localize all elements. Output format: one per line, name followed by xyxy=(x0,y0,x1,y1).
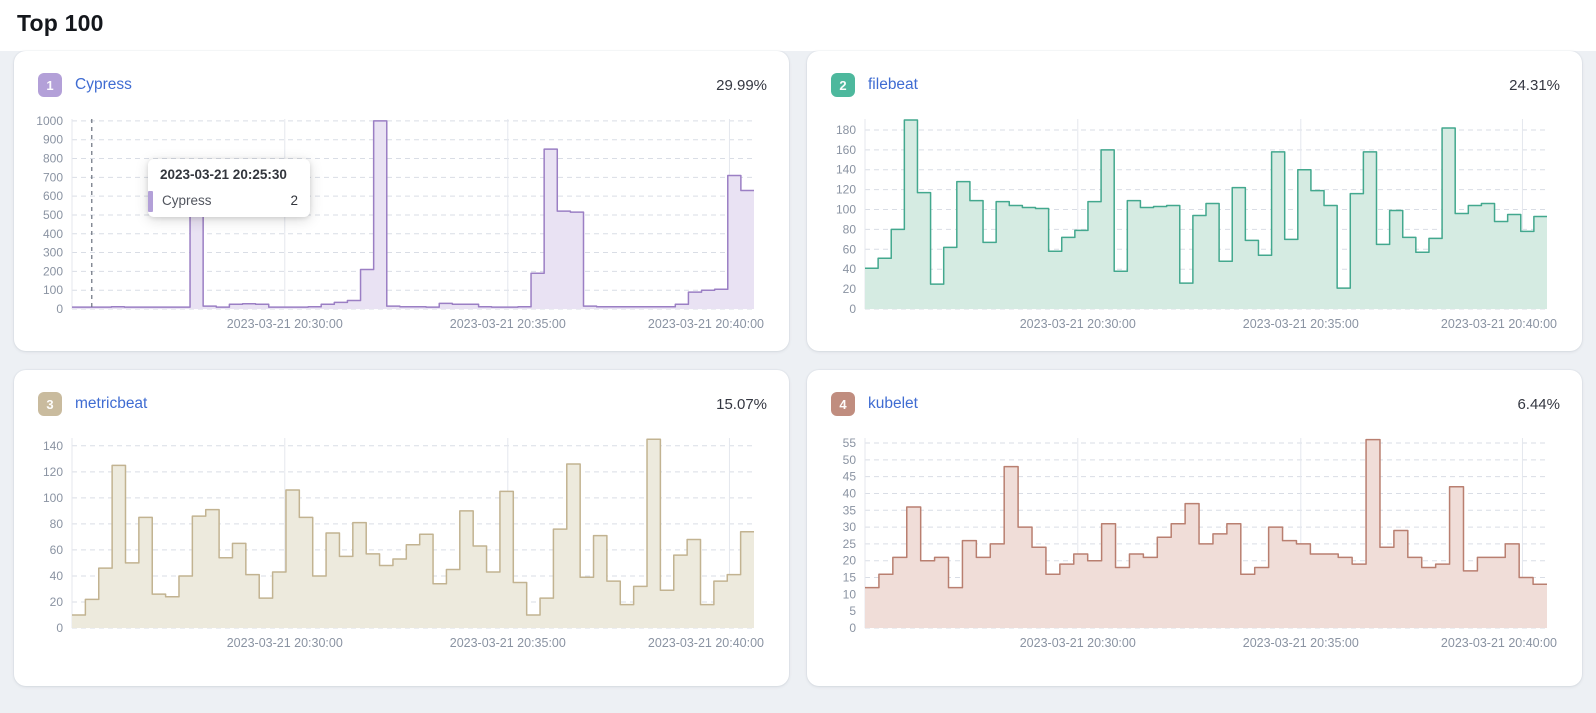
card-header: 3 metricbeat 15.07% xyxy=(26,382,777,428)
area-chart-kubelet[interactable]: 0 5 10 15 20 25 30 35 40 45 50 55 2023-03-21 20:30:0… xyxy=(819,430,1559,656)
svg-text:700: 700 xyxy=(43,170,63,184)
svg-text:45: 45 xyxy=(843,470,857,484)
chart-card-kubelet: 4 kubelet 6.44% 0 5 10 15 20 25 30 35 40 45 50 55 20… xyxy=(807,370,1582,686)
svg-text:900: 900 xyxy=(43,133,63,147)
svg-text:2023-03-21 20:35:00: 2023-03-21 20:35:00 xyxy=(1243,636,1359,650)
percent-value: 6.44% xyxy=(1517,395,1560,413)
series-link-cypress[interactable]: Cypress xyxy=(75,76,132,93)
percent-value: 29.99% xyxy=(716,76,767,94)
chart-tooltip: 2023-03-21 20:25:30 Cypress 2 xyxy=(148,159,310,217)
svg-text:2023-03-21 20:30:00: 2023-03-21 20:30:00 xyxy=(1020,317,1136,331)
svg-text:200: 200 xyxy=(43,264,63,278)
tooltip-series-name: Cypress xyxy=(162,193,212,208)
svg-text:20: 20 xyxy=(843,282,857,296)
svg-text:160: 160 xyxy=(836,143,856,157)
svg-text:0: 0 xyxy=(56,621,63,635)
svg-text:0: 0 xyxy=(849,302,856,316)
tooltip-series-row: Cypress 2 xyxy=(148,188,310,217)
svg-text:5: 5 xyxy=(849,604,856,618)
chart-area: 0 20 40 60 80 100 120 140 2023-03-21 20:30:00 202… xyxy=(26,430,777,656)
svg-text:120: 120 xyxy=(43,465,63,479)
tooltip-series-value: 2 xyxy=(290,193,298,208)
svg-text:180: 180 xyxy=(836,123,856,137)
card-header: 2 filebeat 24.31% xyxy=(819,63,1570,109)
svg-text:2023-03-21 20:35:00: 2023-03-21 20:35:00 xyxy=(450,636,566,650)
rank-badge: 3 xyxy=(38,392,62,416)
area-chart-filebeat[interactable]: 0 20 40 60 80 100 120 140 160 180 2023-03-21 20:30… xyxy=(819,111,1559,337)
tooltip-timestamp: 2023-03-21 20:25:30 xyxy=(160,167,287,182)
svg-text:140: 140 xyxy=(43,439,63,453)
svg-text:2023-03-21 20:35:00: 2023-03-21 20:35:00 xyxy=(450,317,566,331)
svg-text:2023-03-21 20:40:00: 2023-03-21 20:40:00 xyxy=(648,317,764,331)
svg-text:120: 120 xyxy=(836,183,856,197)
rank-badge: 2 xyxy=(831,73,855,97)
svg-text:400: 400 xyxy=(43,227,63,241)
svg-text:80: 80 xyxy=(50,517,64,531)
svg-text:0: 0 xyxy=(849,621,856,635)
page-header: Top 100 xyxy=(0,0,1596,51)
chart-area: 0 20 40 60 80 100 120 140 160 180 2023-03-21 20:30… xyxy=(819,111,1570,337)
svg-text:300: 300 xyxy=(43,246,63,260)
rank-badge: 1 xyxy=(38,73,62,97)
chart-area: 0 5 10 15 20 25 30 35 40 45 50 55 2023-03-21 20:30:0… xyxy=(819,430,1570,656)
svg-text:100: 100 xyxy=(43,491,63,505)
chart-card-metricbeat: 3 metricbeat 15.07% 0 20 40 60 80 100 120 140 20… xyxy=(14,370,789,686)
svg-text:20: 20 xyxy=(843,554,857,568)
svg-text:60: 60 xyxy=(843,242,857,256)
series-color-marker xyxy=(148,191,153,212)
chart-card-filebeat: 2 filebeat 24.31% 0 20 40 60 80 100 120 140 160 1… xyxy=(807,51,1582,351)
svg-text:100: 100 xyxy=(43,283,63,297)
svg-text:140: 140 xyxy=(836,163,856,177)
svg-text:800: 800 xyxy=(43,152,63,166)
svg-text:2023-03-21 20:30:00: 2023-03-21 20:30:00 xyxy=(227,317,343,331)
svg-text:2023-03-21 20:40:00: 2023-03-21 20:40:00 xyxy=(1441,317,1557,331)
svg-text:2023-03-21 20:30:00: 2023-03-21 20:30:00 xyxy=(227,636,343,650)
svg-text:40: 40 xyxy=(50,569,64,583)
card-header: 1 Cypress 29.99% xyxy=(26,63,777,109)
svg-text:2023-03-21 20:35:00: 2023-03-21 20:35:00 xyxy=(1243,317,1359,331)
svg-text:1000: 1000 xyxy=(36,114,63,128)
svg-text:80: 80 xyxy=(843,222,857,236)
svg-text:20: 20 xyxy=(50,595,64,609)
svg-text:30: 30 xyxy=(843,520,857,534)
svg-text:2023-03-21 20:40:00: 2023-03-21 20:40:00 xyxy=(1441,636,1557,650)
page-title: Top 100 xyxy=(17,10,104,36)
chart-card-cypress: 1 Cypress 29.99% 0 100 200 300 400 500 600 700 8… xyxy=(14,51,789,351)
svg-text:35: 35 xyxy=(843,503,857,517)
svg-text:100: 100 xyxy=(836,203,856,217)
svg-text:50: 50 xyxy=(843,453,857,467)
series-link-kubelet[interactable]: kubelet xyxy=(868,395,918,412)
svg-text:40: 40 xyxy=(843,262,857,276)
svg-text:60: 60 xyxy=(50,543,64,557)
percent-value: 24.31% xyxy=(1509,76,1560,94)
chart-card-grid: 1 Cypress 29.99% 0 100 200 300 400 500 600 700 8… xyxy=(0,51,1596,686)
rank-badge: 4 xyxy=(831,392,855,416)
svg-text:600: 600 xyxy=(43,189,63,203)
svg-text:2023-03-21 20:40:00: 2023-03-21 20:40:00 xyxy=(648,636,764,650)
svg-text:25: 25 xyxy=(843,537,857,551)
chart-area: 0 100 200 300 400 500 600 700 800 900 1000 2023-03-… xyxy=(26,111,777,337)
series-link-filebeat[interactable]: filebeat xyxy=(868,76,918,93)
svg-text:40: 40 xyxy=(843,486,857,500)
area-chart-metricbeat[interactable]: 0 20 40 60 80 100 120 140 2023-03-21 20:30:00 202… xyxy=(26,430,766,656)
svg-text:0: 0 xyxy=(56,302,63,316)
svg-text:15: 15 xyxy=(843,571,857,585)
svg-text:500: 500 xyxy=(43,208,63,222)
percent-value: 15.07% xyxy=(716,395,767,413)
card-header: 4 kubelet 6.44% xyxy=(819,382,1570,428)
svg-text:2023-03-21 20:30:00: 2023-03-21 20:30:00 xyxy=(1020,636,1136,650)
svg-text:55: 55 xyxy=(843,436,857,450)
area-chart-cypress[interactable]: 0 100 200 300 400 500 600 700 800 900 1000 2023-03-… xyxy=(26,111,766,337)
series-link-metricbeat[interactable]: metricbeat xyxy=(75,395,148,412)
svg-text:10: 10 xyxy=(843,587,857,601)
